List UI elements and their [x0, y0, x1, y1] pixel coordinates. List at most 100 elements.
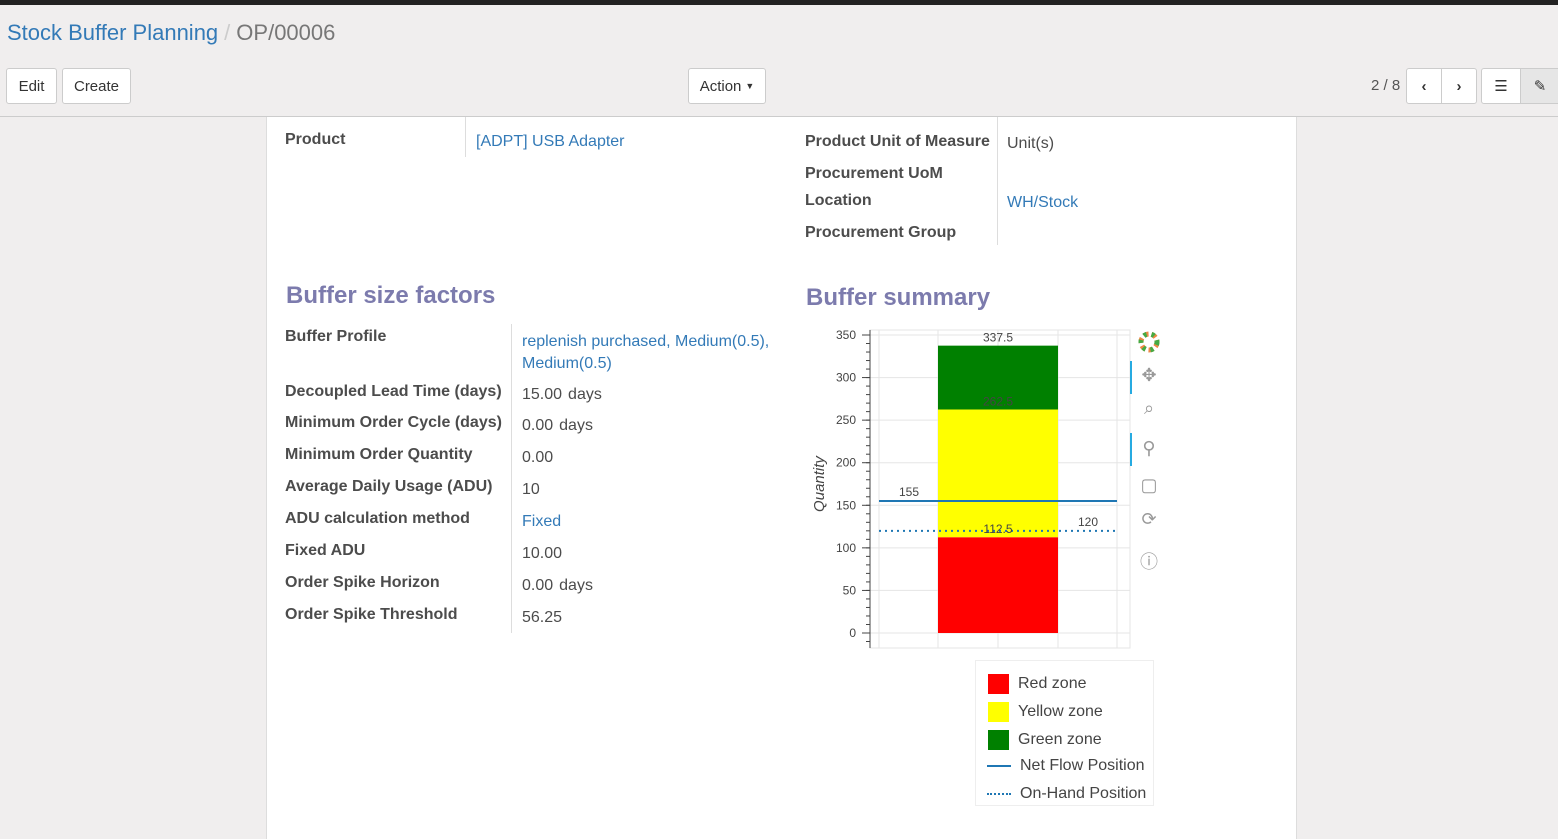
legend-green-zone: Green zone — [988, 730, 1102, 750]
location-label: Location — [805, 192, 872, 209]
legend-on-hand: On-Hand Position — [987, 785, 1147, 803]
factor-label: ADU calculation method — [285, 510, 470, 527]
factor-label: Buffer Profile — [285, 328, 387, 345]
chevron-left-icon: ‹ — [1421, 77, 1427, 95]
y-tick-label: 150 — [836, 498, 856, 512]
bar-yellow-zone — [938, 409, 1058, 538]
y-axis-label: Quantity — [811, 455, 828, 512]
solid-line-swatch — [987, 765, 1011, 767]
legend-red-zone: Red zone — [988, 674, 1087, 694]
factor-value: 10 — [522, 481, 540, 499]
create-button[interactable]: Create — [62, 68, 131, 104]
y-tick-label: 300 — [836, 371, 856, 385]
y-tick-label: 200 — [836, 456, 856, 470]
y-tick-label: 100 — [836, 541, 856, 555]
factor-value-text: 10.00 — [522, 545, 563, 562]
uom-label: Product Unit of Measure — [805, 133, 990, 150]
procurement-uom-label: Procurement UoM — [805, 165, 943, 182]
divider — [997, 117, 998, 245]
factor-value[interactable]: Fixed — [522, 513, 561, 531]
caret-down-icon: ▼ — [745, 81, 755, 91]
factor-value-text: 0.00 — [522, 577, 554, 594]
legend-label: Yellow zone — [1018, 703, 1103, 720]
uom-value: Unit(s) — [1007, 135, 1055, 152]
breadcrumb-separator: / — [224, 20, 231, 45]
red-swatch — [988, 674, 1009, 694]
factor-value: 10.00 — [522, 545, 562, 563]
buffer-summary-title: Buffer summary — [806, 284, 991, 311]
active-tool-indicator — [1130, 361, 1132, 394]
factor-value[interactable]: replenish purchased, Medium(0.5), Medium(… — [522, 331, 769, 375]
location-value[interactable]: WH/Stock — [1007, 194, 1079, 211]
line-data-label: 120 — [1078, 515, 1098, 529]
dotted-line-swatch — [987, 793, 1011, 795]
chart-legend: Red zone Yellow zone Green zone Net Flow… — [975, 660, 1154, 806]
factor-unit: days — [559, 577, 593, 594]
legend-net-flow: Net Flow Position — [987, 757, 1145, 775]
edit-button[interactable]: Edit — [6, 68, 57, 104]
factor-value-text: 15.00 — [522, 386, 563, 403]
factor-label: Minimum Order Quantity — [285, 446, 473, 463]
factor-label: Order Spike Horizon — [285, 574, 440, 591]
legend-yellow-zone: Yellow zone — [988, 702, 1103, 722]
help-icon[interactable]: ⓘ — [1140, 552, 1158, 572]
y-tick-label: 350 — [836, 328, 856, 342]
y-tick-label: 250 — [836, 413, 856, 427]
factor-label: Order Spike Threshold — [285, 606, 458, 623]
legend-label: On-Hand Position — [1020, 785, 1147, 802]
product-label: Product — [285, 131, 346, 148]
factor-unit: days — [559, 417, 593, 434]
factor-value: 15.00 days — [522, 386, 602, 404]
reset-icon[interactable]: ⟳ — [1141, 509, 1157, 529]
buffer-size-factors-title: Buffer size factors — [286, 282, 496, 309]
breadcrumb-parent[interactable]: Stock Buffer Planning — [7, 20, 219, 45]
chevron-right-icon: › — [1456, 77, 1462, 95]
y-tick-label: 0 — [849, 626, 856, 640]
bokeh-logo-icon[interactable] — [1138, 331, 1160, 353]
factor-value-text: Fixed — [522, 513, 562, 530]
factor-value: 0.00 days — [522, 577, 593, 595]
next-button[interactable]: › — [1441, 68, 1477, 104]
bar-data-label: 262.5 — [983, 395, 1013, 409]
list-view-button[interactable]: ☰ — [1481, 68, 1521, 104]
factor-value-text: 0.00 — [522, 417, 554, 434]
box-zoom-icon[interactable]: ⌕ — [1143, 398, 1155, 418]
legend-label: Green zone — [1018, 731, 1102, 748]
factor-label: Average Daily Usage (ADU) — [285, 478, 493, 495]
bar-green-zone — [938, 345, 1058, 410]
divider — [511, 324, 512, 633]
pager-value: 2 / 8 — [1371, 77, 1401, 94]
y-tick-label: 50 — [843, 583, 857, 597]
buffer-chart: 0 50 100 150 200 250 300 350 Quantity 112.5 262.5 3… — [811, 328, 1131, 649]
wheel-zoom-icon[interactable]: ⚲ — [1142, 438, 1156, 458]
line-data-label: 155 — [899, 485, 919, 499]
factor-value: 0.00 days — [522, 417, 593, 435]
bar-data-label: 337.5 — [983, 331, 1013, 345]
control-panel: Stock Buffer Planning / OP/00006 Edit Crea… — [0, 5, 1558, 117]
bar-red-zone — [938, 537, 1058, 633]
procurement-group-label: Procurement Group — [805, 224, 957, 241]
factor-unit: days — [568, 386, 602, 403]
product-value[interactable]: [ADPT] USB Adapter — [476, 133, 625, 150]
action-dropdown[interactable]: Action ▼ — [688, 68, 766, 104]
previous-button[interactable]: ‹ — [1406, 68, 1442, 104]
list-icon: ☰ — [1494, 78, 1508, 95]
bar-data-label: 112.5 — [983, 522, 1012, 536]
edit-form-icon: ✎ — [1533, 78, 1547, 95]
pan-icon[interactable]: ✥ — [1141, 365, 1157, 385]
active-tool-indicator — [1130, 433, 1132, 466]
top-bar — [0, 0, 1558, 5]
breadcrumb: Stock Buffer Planning / OP/00006 — [7, 20, 335, 46]
legend-label: Net Flow Position — [1020, 757, 1145, 774]
green-swatch — [988, 730, 1009, 750]
legend-label: Red zone — [1018, 675, 1087, 692]
factor-value-text: 0.00 — [522, 449, 554, 466]
factor-value-text: 56.25 — [522, 609, 563, 626]
form-view-button[interactable]: ✎ — [1520, 68, 1558, 104]
save-icon[interactable]: ▢ — [1140, 475, 1158, 495]
factor-label: Minimum Order Cycle (days) — [285, 414, 502, 431]
factor-value-text: replenish purchased, Medium(0.5), — [522, 333, 770, 350]
factor-value-text: 10 — [522, 481, 540, 498]
factor-label: Decoupled Lead Time (days) — [285, 383, 502, 400]
factor-label: Fixed ADU — [285, 542, 366, 559]
